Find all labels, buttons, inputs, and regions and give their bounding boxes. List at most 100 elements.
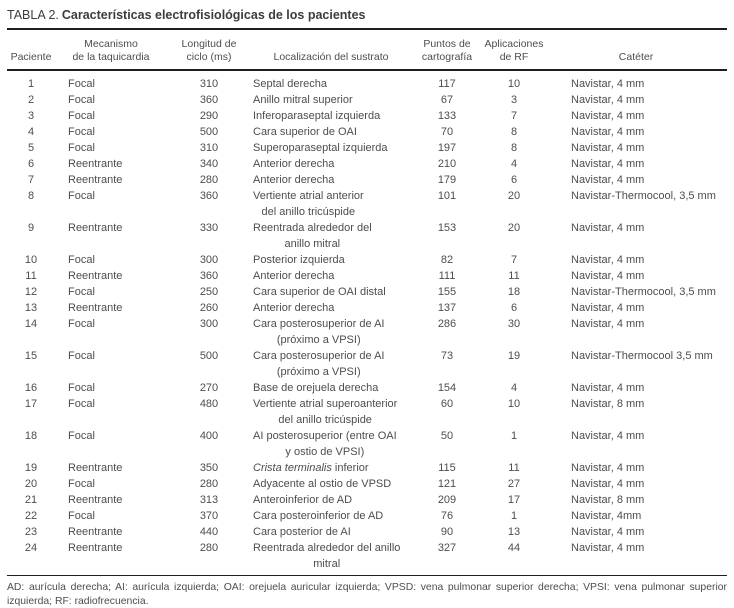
mechanism-cell: Focal [68, 398, 95, 410]
mapping-points-cell: 137 [437, 302, 457, 314]
table-row: 3 Focal 290 Inferoparaseptal izquierda 1… [7, 108, 727, 124]
catheter-cell: Navistar, 4 mm [571, 526, 645, 538]
location-lines: Inferoparaseptal izquierda [253, 108, 380, 124]
catheter-cell: Navistar, 4 mm [571, 158, 645, 170]
table-row: 10 Focal 300 Posterior izquierda 82 7 Na… [7, 252, 727, 268]
catheter-cell: Navistar, 4 mm [571, 382, 645, 394]
table-title: TABLA 2. Características electrofisiológi… [7, 5, 727, 30]
mechanism-cell: Reentrante [68, 270, 123, 282]
abbreviations-footnote: AD: aurícula derecha; AI: aurícula izqui… [7, 582, 727, 607]
rf-applications-cell: 27 [507, 478, 521, 490]
mechanism-cell: Focal [68, 190, 95, 202]
mechanism-cell: Focal [68, 286, 95, 298]
location-lines: AI posterosuperior (entre OAI y ostio de … [253, 428, 397, 460]
patient-cell: 18 [24, 430, 38, 442]
table-row: 13 Reentrante 260 Anterior derecha 137 6… [7, 300, 727, 316]
location-lines: Anterior derecha [253, 156, 334, 172]
cycle-length-cell: 290 [199, 110, 219, 122]
rf-applications-cell: 44 [507, 542, 521, 554]
location-lines: Posterior izquierda [253, 252, 345, 268]
location-lines: Cara superior de OAI [253, 124, 357, 140]
table-row: 6 Reentrante 340 Anterior derecha 210 4 … [7, 156, 727, 172]
location-line: anillo mitral [284, 238, 341, 250]
header-longitud-ciclo: Longitud de ciclo (ms) [167, 30, 251, 71]
location-line: Adyacente al ostio de VPSD [253, 478, 392, 490]
location-cell: Adyacente al ostio de VPSD [251, 476, 411, 492]
catheter-cell: Navistar-Thermocool, 3,5 mm [571, 286, 716, 298]
mapping-points-cell: 133 [437, 110, 457, 122]
patient-cell: 23 [24, 526, 38, 538]
mechanism-cell: Reentrante [68, 158, 123, 170]
table-row: 23 Reentrante 440 Cara posterior de AI 9… [7, 524, 727, 540]
location-cell: Reentrada alrededor del anillo mitral [251, 220, 411, 252]
patient-cell: 21 [24, 494, 38, 506]
cycle-length-cell: 300 [199, 254, 219, 266]
location-lines: Adyacente al ostio de VPSD [253, 476, 391, 492]
mechanism-cell: Focal [68, 94, 95, 106]
location-line: Cara superior de OAI [253, 126, 357, 138]
location-line: Cara superior de OAI distal [253, 286, 386, 298]
patient-cell: 7 [27, 174, 35, 186]
location-line: Vertiente atrial superoanterior [253, 398, 398, 410]
cycle-length-cell: 313 [199, 494, 219, 506]
table-row: 15 Focal 500 Cara posterosuperior de AI (… [7, 348, 727, 380]
table-header: Paciente Mecanismo de la taquicardia Lon… [7, 30, 727, 71]
table-body: 1 Focal 310 Septal derecha 117 10 Navist… [7, 70, 727, 576]
location-line: Base de orejuela derecha [253, 382, 379, 394]
patient-cell: 2 [27, 94, 35, 106]
location-cell: Anterior derecha [251, 300, 411, 316]
cycle-length-cell: 440 [199, 526, 219, 538]
cycle-length-cell: 480 [199, 398, 219, 410]
location-lines: Reentrada alrededor del anillo mitral [253, 540, 400, 572]
patient-cell: 20 [24, 478, 38, 490]
location-line: Anterior derecha [253, 270, 335, 282]
location-line: Cara posterior de AI [253, 526, 351, 538]
cycle-length-cell: 500 [199, 350, 219, 362]
rf-applications-cell: 10 [507, 398, 521, 410]
rf-applications-cell: 6 [510, 174, 518, 186]
rf-applications-cell: 8 [510, 126, 518, 138]
location-cell: Cara posterior de AI [251, 524, 411, 540]
location-lines: Cara posterosuperior de AI (próximo a VPS… [253, 348, 384, 380]
location-line: mitral [313, 558, 341, 570]
mapping-points-cell: 70 [440, 126, 454, 138]
catheter-cell: Navistar, 4 mm [571, 254, 645, 266]
location-line: Anterior derecha [253, 174, 335, 186]
location-lines: Cara posteroinferior de AD [253, 508, 383, 524]
catheter-cell: Navistar, 4 mm [571, 126, 645, 138]
table-row: 1 Focal 310 Septal derecha 117 10 Navist… [7, 70, 727, 92]
location-cell: Anterior derecha [251, 156, 411, 172]
patient-cell: 5 [27, 142, 35, 154]
location-line: Cara posterosuperior de AI [253, 350, 385, 362]
patient-cell: 3 [27, 110, 35, 122]
patient-cell: 10 [24, 254, 38, 266]
patient-cell: 11 [25, 270, 37, 282]
mapping-points-cell: 210 [437, 158, 457, 170]
location-line: Cara posteroinferior de AD [253, 510, 384, 522]
location-cell: Inferoparaseptal izquierda [251, 108, 411, 124]
table-row: 22 Focal 370 Cara posteroinferior de AD … [7, 508, 727, 524]
location-lines: Anterior derecha [253, 300, 334, 316]
mapping-points-cell: 90 [440, 526, 454, 538]
location-cell: Cara posteroinferior de AD [251, 508, 411, 524]
table-row: 9 Reentrante 330 Reentrada alrededor del… [7, 220, 727, 252]
cycle-length-cell: 270 [199, 382, 219, 394]
catheter-cell: Navistar-Thermocool 3,5 mm [571, 350, 713, 362]
location-line: del anillo tricúspide [278, 414, 372, 426]
catheter-cell: Navistar, 4 mm [571, 142, 645, 154]
rf-applications-cell: 13 [507, 526, 521, 538]
location-line: y ostio de VPSI) [285, 446, 365, 458]
location-cell: Anteroinferior de AD [251, 492, 411, 508]
catheter-cell: Navistar, 4 mm [571, 430, 645, 442]
table-row: 8 Focal 360 Vertiente atrial anterior del… [7, 188, 727, 220]
header-aplicaciones-rf: Aplicaciones de RF [483, 30, 545, 71]
location-cell: Cara posterosuperior de AI (próximo a VPS… [251, 348, 411, 380]
patient-cell: 22 [24, 510, 38, 522]
rf-applications-cell: 10 [507, 78, 521, 90]
header-paciente: Paciente [7, 30, 55, 71]
mechanism-cell: Focal [68, 110, 95, 122]
catheter-cell: Navistar, 4 mm [571, 302, 645, 314]
location-lines: Crista terminalis inferior [253, 460, 369, 476]
location-lines: Anterior derecha [253, 172, 334, 188]
cycle-length-cell: 260 [199, 302, 219, 314]
